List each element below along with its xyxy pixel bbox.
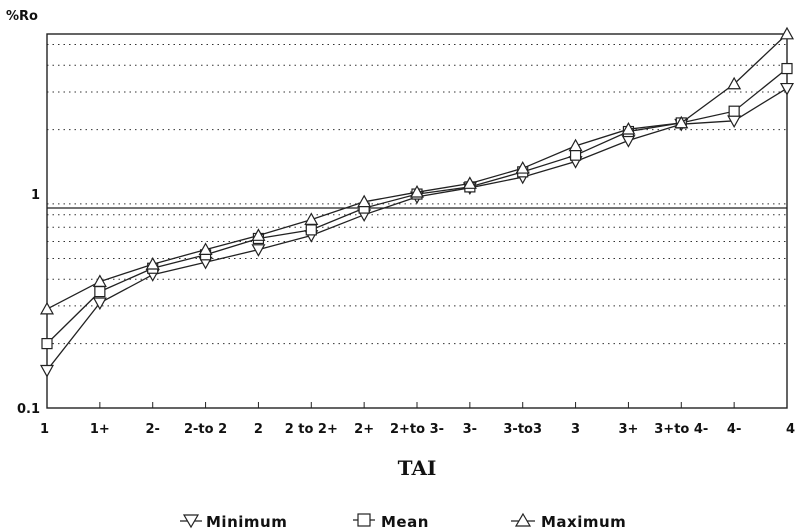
x-tick-label: 3+	[618, 422, 638, 437]
y-tick-labels: 0.11	[17, 188, 40, 417]
y-tick-label: 1	[31, 188, 40, 203]
x-tick-label: 2 to 2+	[285, 422, 338, 437]
x-tick-label: 4	[786, 422, 795, 437]
data-point-mean	[728, 105, 740, 117]
x-tick-label: 2	[254, 422, 263, 437]
data-point-maximum	[621, 121, 636, 135]
legend-entry-mean: Mean	[353, 513, 429, 530]
data-point-mean	[41, 337, 53, 350]
x-tick-label: 4-	[727, 422, 741, 437]
legend-entry-maximum: Maximum	[511, 512, 626, 530]
x-tick-label: 1	[40, 422, 49, 437]
data-point-maximum	[409, 184, 425, 198]
legend-label-maximum: Maximum	[541, 513, 626, 530]
data-point-maximum	[39, 301, 55, 315]
legend-marker-maximum	[514, 512, 532, 527]
x-tick-label: 1+	[90, 422, 110, 437]
y-axis-label: %Ro	[6, 9, 38, 24]
series-layer	[39, 26, 795, 378]
data-point-mean	[94, 286, 106, 298]
x-tick-label: 3	[571, 422, 580, 437]
y-tick-label: 0.1	[17, 402, 40, 417]
data-point-maximum	[145, 256, 160, 270]
legend-label-minimum: Minimum	[206, 513, 287, 530]
legend-marker-mean	[357, 513, 371, 527]
legend-entry-minimum: Minimum	[180, 513, 287, 530]
grid-lines	[47, 44, 787, 345]
x-tick-label: 3+to 4-	[654, 422, 708, 437]
data-point-maximum	[568, 138, 583, 152]
data-point-maximum	[779, 26, 795, 40]
series-maximum	[39, 26, 795, 315]
data-point-mean	[569, 149, 582, 161]
data-point-maximum	[304, 212, 319, 225]
data-point-maximum	[462, 176, 477, 189]
data-point-minimum	[92, 297, 107, 311]
data-point-mean	[305, 224, 317, 236]
data-point-maximum	[515, 161, 530, 174]
data-point-maximum	[92, 274, 107, 287]
data-point-maximum	[674, 115, 689, 129]
data-point-maximum	[727, 76, 742, 90]
data-point-mean	[781, 62, 793, 75]
series-line-minimum	[46, 87, 788, 371]
x-tick-label: 2-to 2	[184, 422, 227, 437]
x-tick-label: 2+to 3-	[390, 422, 444, 437]
x-tick-label: 2+	[354, 422, 374, 437]
data-point-maximum	[198, 242, 213, 256]
x-tick-label: 3-	[463, 422, 477, 437]
data-point-minimum	[39, 364, 55, 378]
legend-marker-minimum	[182, 514, 200, 529]
data-point-minimum	[779, 82, 795, 96]
plot-frame	[46, 33, 788, 409]
data-point-maximum	[357, 194, 372, 208]
series-line-mean	[46, 68, 788, 345]
legend: Minimum Mean Maximum	[180, 512, 626, 530]
x-tick-label: 3-to3	[503, 422, 542, 437]
x-tick-labels: 1 1+ 2- 2-to 2 2 2 to 2+ 2+ 2+to 3- 3- 3-to3 3 3+ 3+…	[40, 402, 795, 437]
data-point-minimum	[621, 135, 636, 148]
data-point-maximum	[251, 228, 266, 241]
legend-label-mean: Mean	[381, 513, 429, 530]
x-axis-label: TAI	[398, 456, 437, 480]
x-tick-label: 2-	[145, 422, 159, 437]
data-point-minimum	[251, 244, 266, 257]
